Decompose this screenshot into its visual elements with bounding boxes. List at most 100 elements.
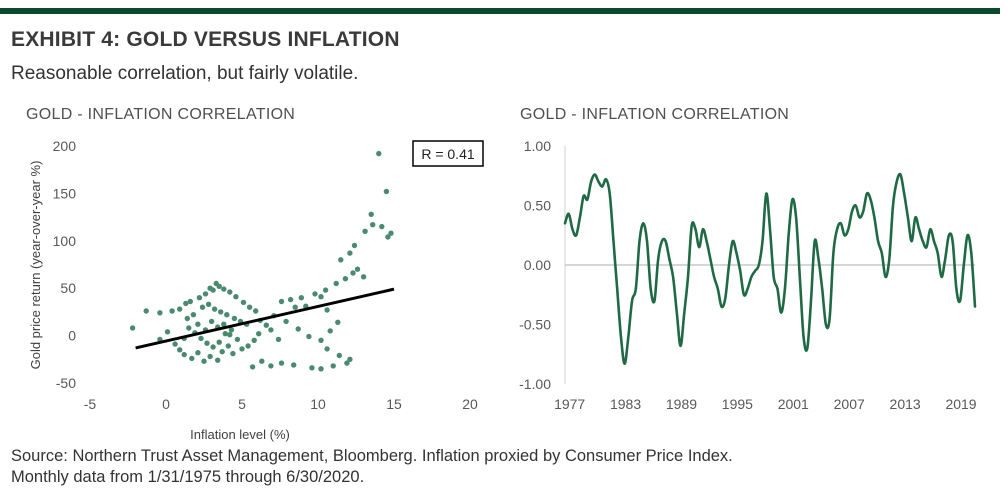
source-line-1: Source: Northern Trust Asset Management,… xyxy=(11,447,733,465)
scatter-point xyxy=(195,321,201,327)
scatter-point xyxy=(291,362,297,368)
scatter-x-tick-label: 15 xyxy=(386,396,402,412)
scatter-point xyxy=(199,304,206,310)
line-x-tick-label: 1995 xyxy=(722,396,753,412)
scatter-chart-title: GOLD - INFLATION CORRELATION xyxy=(26,106,296,123)
scatter-point xyxy=(233,294,239,300)
scatter-point xyxy=(298,295,304,301)
scatter-point xyxy=(370,222,376,228)
scatter-point xyxy=(309,365,315,371)
scatter-point xyxy=(347,250,353,256)
line-y-tick-label: -0.50 xyxy=(519,317,551,333)
scatter-point xyxy=(204,340,210,346)
scatter-point xyxy=(342,276,349,282)
scatter-point xyxy=(207,353,213,360)
scatter-point xyxy=(388,230,394,236)
scatter-x-tick-label: 20 xyxy=(462,396,478,412)
source-line-2: Monthly data from 1/31/1975 through 6/30… xyxy=(11,468,365,486)
scatter-point xyxy=(210,344,216,350)
scatter-point xyxy=(336,352,342,359)
scatter-point xyxy=(129,325,136,331)
scatter-x-tick-label: 0 xyxy=(162,396,170,412)
scatter-point xyxy=(351,242,358,249)
scatter-point xyxy=(201,358,207,364)
scatter-point xyxy=(196,295,203,301)
scatter-point xyxy=(259,358,265,364)
scatter-point xyxy=(227,332,233,338)
line-y-tick-label: 1.00 xyxy=(524,138,551,154)
scatter-point xyxy=(183,300,189,307)
scatter-point xyxy=(172,341,178,347)
line-x-tick-label: 1983 xyxy=(610,396,641,412)
scatter-point xyxy=(275,336,282,343)
scatter-point xyxy=(347,356,353,362)
scatter-point xyxy=(278,360,285,366)
scatter-y-axis-label: Gold price return (year-over-year %) xyxy=(28,161,43,370)
scatter-point xyxy=(344,360,350,366)
scatter-x-tick-label: 5 xyxy=(238,396,246,412)
scatter-point xyxy=(189,355,195,362)
scatter-point xyxy=(360,274,367,280)
scatter-point xyxy=(221,286,227,292)
scatter-point xyxy=(312,291,318,297)
scatter-point xyxy=(327,328,333,334)
source-note: Source: Northern Trust Asset Management,… xyxy=(11,446,733,488)
scatter-point xyxy=(263,322,269,328)
scatter-point xyxy=(379,223,385,230)
scatter-y-tick-label: 50 xyxy=(60,280,76,296)
scatter-point xyxy=(256,331,262,337)
scatter-point xyxy=(376,150,382,157)
line-y-tick-label: -1.00 xyxy=(519,376,551,392)
scatter-point xyxy=(240,299,247,306)
scatter-point xyxy=(157,310,163,316)
scatter-point xyxy=(216,339,222,345)
scatter-x-tick-label: -5 xyxy=(84,396,97,412)
scatter-point xyxy=(169,308,175,314)
scatter-point xyxy=(322,287,329,293)
scatter-y-tick-label: 0 xyxy=(68,328,76,344)
line-x-tick-label: 1977 xyxy=(554,396,585,412)
scatter-point xyxy=(218,309,224,315)
scatter-point xyxy=(177,347,183,353)
scatter-point xyxy=(195,350,201,356)
scatter-point xyxy=(181,351,187,358)
scatter-point xyxy=(253,308,259,314)
scatter-point xyxy=(362,228,368,234)
scatter-point xyxy=(292,304,298,310)
scatter-point xyxy=(354,266,361,272)
scatter-x-tick-label: 10 xyxy=(310,396,326,412)
scatter-point xyxy=(324,346,330,352)
scatter-point xyxy=(239,346,245,352)
scatter-point xyxy=(249,364,256,370)
scatter-point xyxy=(205,301,212,307)
scatter-y-tick-label: -50 xyxy=(56,375,76,391)
exhibit-title: EXHIBIT 4: GOLD VERSUS INFLATION xyxy=(11,28,400,51)
scatter-point xyxy=(227,289,233,295)
scatter-point xyxy=(228,327,235,333)
scatter-point xyxy=(186,325,192,331)
scatter-point xyxy=(245,343,251,349)
scatter-y-tick-label: 200 xyxy=(53,138,77,154)
scatter-y-tick-label: 150 xyxy=(53,185,77,201)
scatter-x-ticks: -5 0 5 10 15 20 xyxy=(84,396,478,412)
scatter-point xyxy=(213,280,219,287)
scatter-point xyxy=(283,318,289,325)
line-x-tick-label: 2013 xyxy=(890,396,921,412)
line-y-ticks: 1.00 0.50 0.00 -0.50 -1.00 xyxy=(519,138,551,392)
scatter-point xyxy=(287,296,294,303)
scatter-point xyxy=(318,294,324,300)
scatter-point xyxy=(338,257,344,263)
line-x-ticks: 1977 1983 1989 1995 2001 2007 2013 2019 xyxy=(554,396,977,412)
scatter-point xyxy=(306,333,312,340)
scatter-point xyxy=(234,336,241,343)
line-chart: 1.00 0.50 0.00 -0.50 -1.00 1977 1983 1989 1995 2… xyxy=(519,138,977,412)
scatter-point xyxy=(210,287,216,293)
scatter-point xyxy=(225,343,231,349)
scatter-point xyxy=(208,318,215,325)
scatter-point xyxy=(324,307,330,313)
scatter-point xyxy=(318,337,324,343)
scatter-point xyxy=(385,234,391,240)
correlation-series-line xyxy=(563,172,977,366)
scatter-point xyxy=(383,188,390,195)
r-value-label: R = 0.41 xyxy=(421,146,475,162)
